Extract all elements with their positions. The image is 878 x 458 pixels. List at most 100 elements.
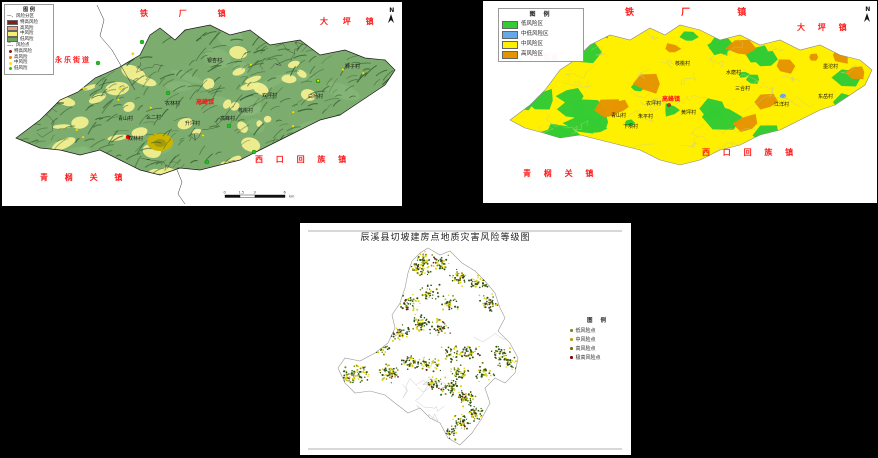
- legend-item: 低风险: [7, 37, 51, 43]
- village-label: 狮子村: [345, 63, 360, 70]
- svg-text:N: N: [865, 6, 870, 13]
- map3-title: 辰溪县切坡建房点地质灾害风险等级图: [360, 233, 531, 243]
- legend-title: 图 例: [529, 11, 553, 18]
- village-label: 么二村: [146, 114, 161, 121]
- legend-item-label: 特高风险: [20, 19, 38, 25]
- legend-item: 高风险点: [568, 346, 628, 352]
- legend-item: 中风险区: [502, 41, 580, 50]
- svg-text:N: N: [389, 7, 394, 14]
- legend-item-label: 低风险: [20, 36, 34, 42]
- village-label: 双坪村: [262, 92, 277, 99]
- legend-risk-zoning: 图 例低风险区中低风险区中风险区高风险区: [498, 8, 584, 63]
- legend-swatch-icon: [502, 51, 518, 60]
- village-label: 核桃村: [675, 60, 690, 67]
- map-panel-risk-points: 辰溪县切坡建房点地质灾害风险等级图 图 例低风险点中风险点高风险点极高风险点: [300, 223, 631, 455]
- town-label: 西 口 回 族 镇: [702, 147, 798, 157]
- village-label: 青山村: [611, 112, 626, 119]
- legend-item: 中风险: [7, 31, 51, 37]
- legend-item-label: 中风险点: [575, 336, 596, 343]
- village-label: 核桃村: [238, 107, 253, 114]
- legend-item-label: 低风险点: [575, 327, 596, 334]
- legend-group-header: 二、风险点: [7, 43, 30, 49]
- village-label: 农林村: [165, 100, 180, 107]
- legend-swatch-icon: [7, 36, 18, 43]
- legend-dot-icon: [9, 55, 12, 59]
- svg-text:6: 6: [284, 191, 286, 195]
- village-label: 升坪村: [185, 120, 200, 127]
- legend-terrain-risk: 图 例一、风险分区 特高风险 高风险 中风险 低风险 二、风险点 特高风险 高风险 中风险 低风险: [4, 4, 54, 75]
- svg-text:1.5: 1.5: [239, 191, 245, 195]
- legend-item-label: 中低风险区: [521, 31, 549, 38]
- legend-item: 极高风险点: [568, 355, 628, 361]
- legend-item: 中风险点: [568, 337, 628, 343]
- village-label: 墨沱村: [823, 63, 838, 70]
- legend-swatch-icon: [7, 19, 18, 26]
- risk-points-map: [308, 230, 622, 450]
- village-label: 朱平村: [638, 113, 653, 120]
- legend-swatch-icon: [7, 31, 18, 37]
- legend-dot-icon: [570, 347, 573, 350]
- legend-title: 图 例: [587, 318, 609, 324]
- legend-item-label: 中风险区: [521, 41, 544, 48]
- legend-item-label: 低风险区: [521, 21, 544, 28]
- legend-item: 特高风险: [7, 20, 51, 26]
- svg-text:3: 3: [254, 191, 256, 195]
- village-label: 三合村: [735, 85, 750, 92]
- town-label: 永乐街道: [54, 55, 91, 64]
- town-label: 高峰镇: [196, 98, 214, 106]
- legend-item: 高风险: [7, 26, 51, 32]
- village-label: 白杨村: [308, 93, 323, 100]
- village-label: 水磨村: [726, 69, 741, 76]
- town-label: 西 口 回 族 镇: [255, 154, 351, 164]
- legend-dot-icon: [570, 356, 573, 359]
- legend-swatch-icon: [502, 31, 518, 40]
- village-label: 江洋村: [774, 101, 789, 108]
- village-label: 东岳村: [818, 93, 833, 100]
- map-panel-terrain-risk: 银杏村狮子村白杨村 双坪村核桃村 农林村 么二村升坪村 高峰村 青山村双林村 铁 厂 镇大 …: [2, 2, 402, 206]
- svg-text:0: 0: [224, 191, 226, 195]
- legend-item: 中风险: [7, 60, 51, 66]
- town-label: 铁 厂 镇: [625, 6, 768, 18]
- legend-item-label: 中风险: [14, 60, 28, 66]
- map-panel-risk-zoning: 核桃村水磨村三合村江洋村 墨沱村东岳村农坪村黄坪村朱平村 下坝村 青山村 铁 厂 镇大 …: [483, 1, 877, 203]
- legend-swatch-icon: [502, 21, 518, 30]
- legend-swatch-icon: [502, 41, 518, 50]
- legend-item-label: 极高风险点: [575, 354, 601, 361]
- legend-dot-icon: [9, 61, 12, 65]
- legend-item: 高风险: [7, 55, 51, 61]
- legend-group-header: 一、风险分区: [7, 14, 34, 20]
- village-label: 农坪村: [646, 100, 661, 107]
- village-label: 黄坪村: [681, 109, 696, 116]
- legend-risk-points: 图 例低风险点中风险点高风险点极高风险点: [568, 318, 628, 361]
- village-label: 银杏村: [207, 57, 222, 64]
- legend-item: 低风险区: [502, 21, 580, 30]
- legend-item-label: 高风险点: [575, 345, 596, 352]
- legend-dot-icon: [9, 67, 12, 71]
- town-label: 大 坪 镇: [320, 16, 380, 26]
- village-label: 高峰村: [220, 115, 235, 122]
- town-label: 青 㭎 关 镇: [523, 168, 598, 178]
- scale-bar: 0 1.5 3 6km: [224, 191, 296, 199]
- village-label: 下坝村: [623, 123, 638, 130]
- town-label: 青 㭎 关 镇: [40, 172, 129, 182]
- legend-item-label: 高风险: [14, 54, 28, 60]
- town-label: 大 坪 镇: [797, 22, 852, 32]
- legend-swatch-icon: [7, 25, 18, 32]
- north-arrow-icon: N: [864, 6, 870, 22]
- legend-item-label: 高风险区: [521, 51, 544, 58]
- legend-item: 高风险区: [502, 51, 580, 60]
- village-label: 双林村: [128, 135, 143, 142]
- legend-item-label: 低风险: [14, 65, 28, 71]
- legend-dot-icon: [570, 329, 573, 332]
- legend-item-label: 中风险: [20, 31, 34, 37]
- village-label: 青山村: [118, 115, 133, 122]
- town-label: 高峰镇: [662, 95, 680, 103]
- legend-item: 中低风险区: [502, 31, 580, 40]
- legend-title: 图 例: [23, 7, 35, 13]
- legend-dot-icon: [9, 50, 12, 54]
- town-label: 铁 厂 镇: [140, 8, 240, 18]
- legend-item-label: 高风险: [20, 25, 34, 31]
